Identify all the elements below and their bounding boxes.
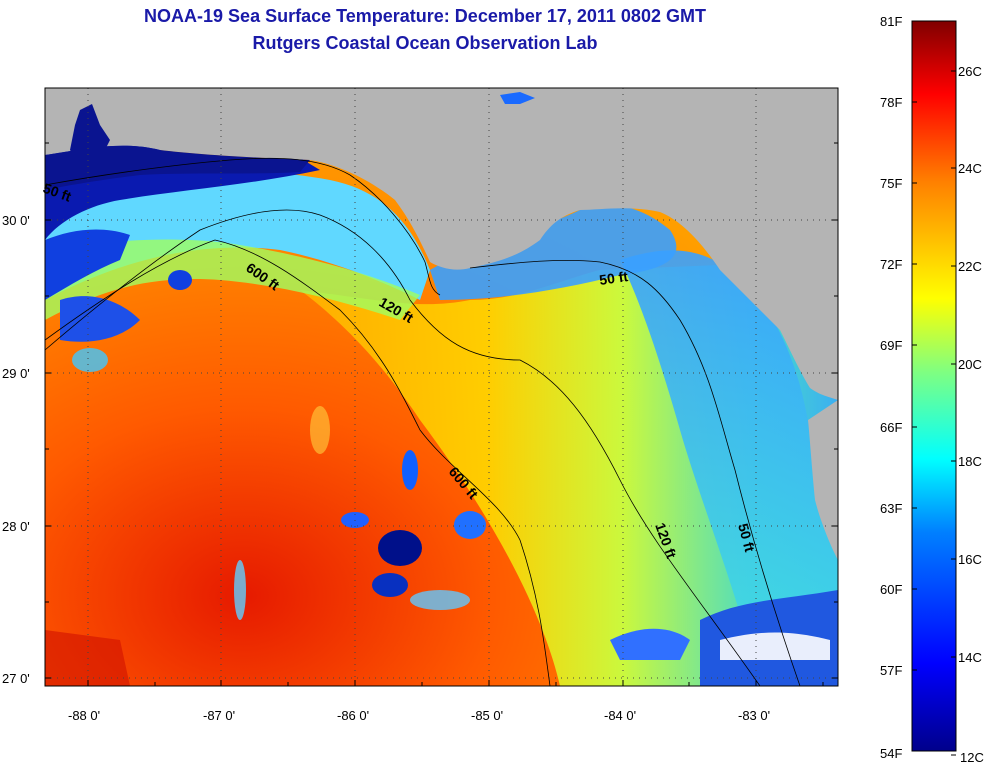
colorbar-label-c: 26C: [958, 64, 982, 79]
colorbar-label-f: 72F: [880, 257, 902, 272]
colorbar-label-c: 16C: [958, 552, 982, 567]
colorbar-label-c: 12C: [960, 750, 984, 765]
colorbar-label-f: 60F: [880, 582, 902, 597]
colorbar-label-f: 81F: [880, 14, 902, 29]
colorbar-label-c: 24C: [958, 161, 982, 176]
contour-120ft-north: [45, 209, 761, 686]
x-tick-label: -85 0': [471, 708, 503, 723]
colorbar: [911, 20, 957, 752]
contour-label: 50 ft: [735, 522, 758, 554]
plot-frame: [44, 87, 839, 687]
y-tick-label: 28 0': [2, 519, 30, 534]
bathymetry-contours: [45, 157, 801, 686]
contour-600ft: [45, 239, 551, 686]
x-tick-label: -83 0': [738, 708, 770, 723]
map-subtitle: Rutgers Coastal Ocean Observation Lab: [252, 33, 598, 53]
graticule: [45, 88, 838, 686]
colorbar-label-c: 18C: [958, 454, 982, 469]
y-tick-label: 27 0': [2, 671, 30, 686]
colorbar-label-f: 57F: [880, 663, 902, 678]
colorbar-label-f: 63F: [880, 501, 902, 516]
land-northern-gulf-coast: [45, 88, 838, 400]
y-tick-label: 30 0': [2, 213, 30, 228]
x-tick-label: -87 0': [203, 708, 235, 723]
colorbar-label-f: 54F: [880, 746, 902, 761]
colorbar-label-c: 22C: [958, 259, 982, 274]
x-tick-label: -88 0': [68, 708, 100, 723]
contour-50ft-west: [45, 157, 441, 296]
colorbar-ticks: [912, 20, 956, 756]
x-tick-label: -84 0': [604, 708, 636, 723]
colorbar-label-f: 66F: [880, 420, 902, 435]
sst-field: [45, 88, 838, 686]
colorbar-label-f: 69F: [880, 338, 902, 353]
colorbar-label-c: 20C: [958, 357, 982, 372]
contour-label: 50 ft: [598, 268, 629, 288]
colorbar-label-f: 75F: [880, 176, 902, 191]
axis-ticks: [45, 142, 838, 686]
x-tick-label: -86 0': [337, 708, 369, 723]
map-title: NOAA-19 Sea Surface Temperature: Decembe…: [144, 6, 706, 26]
y-tick-label: 29 0': [2, 366, 30, 381]
land-florida-peninsula: [808, 400, 838, 560]
colorbar-label-f: 78F: [880, 95, 902, 110]
colorbar-label-c: 14C: [958, 650, 982, 665]
contour-50ft-east: [469, 260, 801, 686]
